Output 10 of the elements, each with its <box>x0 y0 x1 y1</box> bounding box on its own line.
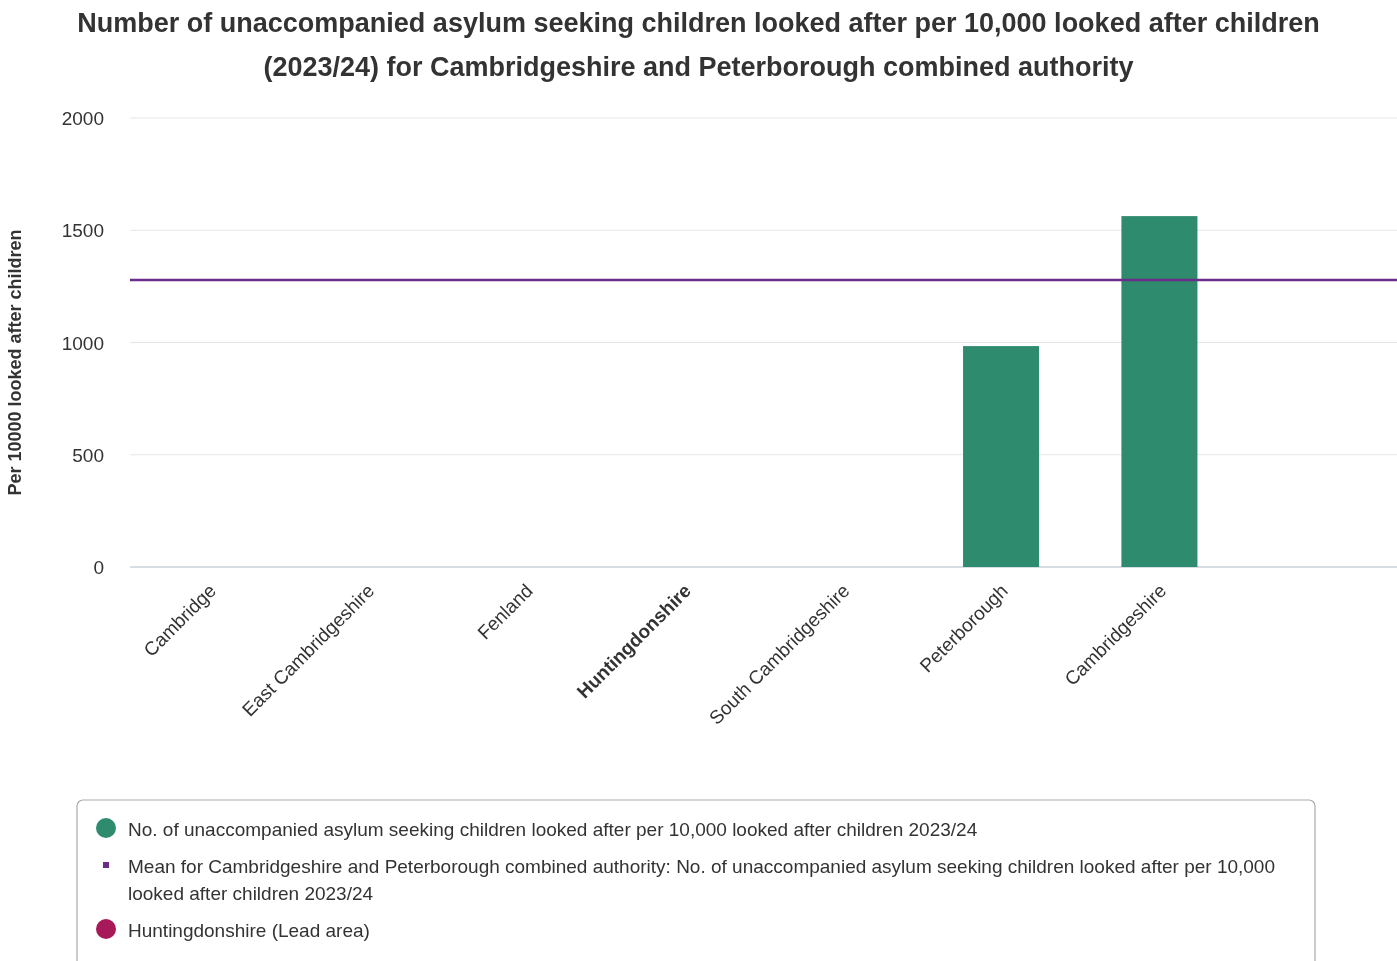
y-tick-label: 1000 <box>61 332 104 354</box>
chart-title: Number of unaccompanied asylum seeking children looked after per 10,000 looked after children (2023/24) for Cambridgeshire and Peterborough combined authority <box>77 8 1320 82</box>
y-tick-label: 1500 <box>61 220 104 242</box>
y-tick-label: 500 <box>72 444 104 466</box>
legend-label: Huntingdonshire (Lead area) <box>128 920 370 941</box>
y-tick-label: 2000 <box>61 108 104 129</box>
legend-label: Mean for Cambridgeshire and Peterborough combined authority: No. of unaccompanied asylum seeking children looked after per 10,000 looked after children 2023/24 <box>128 856 1276 904</box>
y-tick-label: 0 <box>93 557 104 578</box>
y-axis-title: Per 10000 looked after children <box>5 229 25 496</box>
legend-label: No. of unaccompanied asylum seeking children looked after per 10,000 looked after children 2023/24 <box>128 819 978 840</box>
